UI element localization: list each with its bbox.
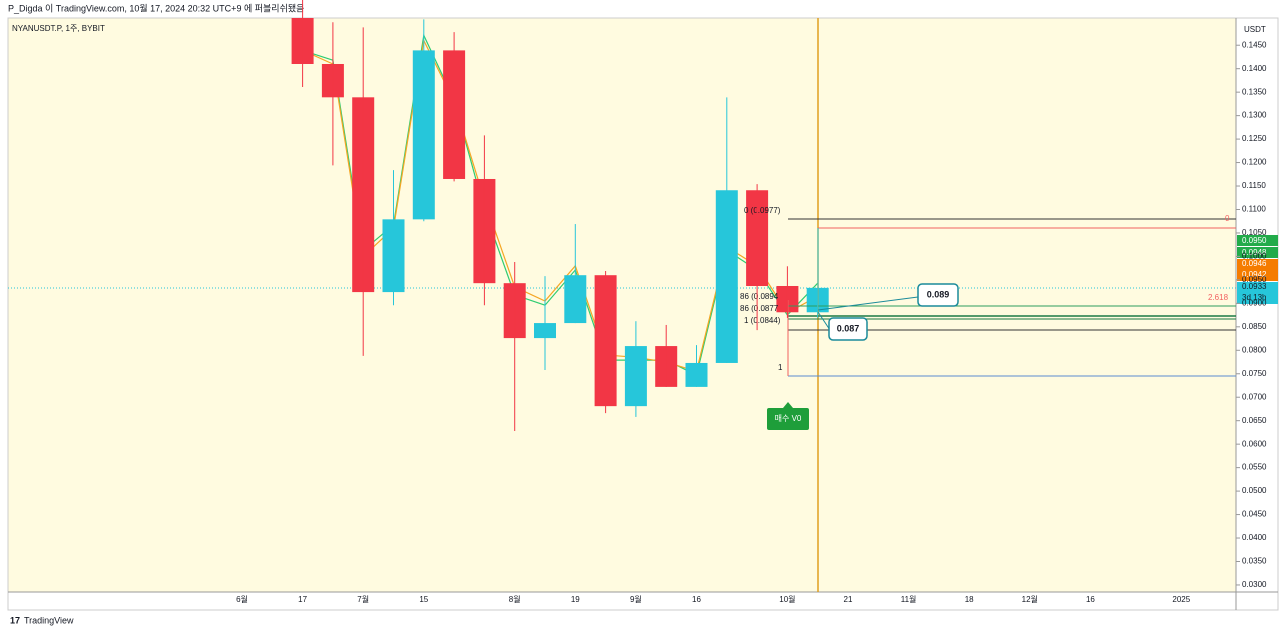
price-label-box [1237, 282, 1278, 304]
currency: USDT [1244, 25, 1266, 34]
y-tick-label: 0.0500 [1242, 486, 1267, 495]
footer: TradingView [24, 615, 74, 625]
y-tick-label: 0.1300 [1242, 111, 1267, 120]
price-label-box [1237, 259, 1278, 270]
callout-pointer [817, 296, 919, 311]
signal-box [767, 408, 809, 430]
callout: 0.087 [837, 323, 860, 333]
x-tick-label: 21 [844, 595, 853, 604]
y-tick-label: 0.0350 [1242, 557, 1267, 566]
price-label-box [1237, 235, 1278, 246]
fib-label: 86 (0.0894 [740, 292, 779, 301]
x-tick-label: 16 [1086, 595, 1095, 604]
fib-label: 0 (0.0977) [744, 206, 781, 215]
x-tick-label: 10월 [779, 594, 795, 604]
fib-label: 1 (0.0844) [744, 316, 781, 325]
callout-pointer [817, 311, 831, 331]
fib-label: 1 [778, 363, 783, 372]
y-tick-label: 0.1000 [1242, 252, 1267, 261]
price-label: 0.0942 [1242, 270, 1267, 279]
y-tick-label: 0.1400 [1242, 64, 1267, 73]
footer-logo: 17 [10, 615, 20, 625]
y-tick-label: 0.1350 [1242, 87, 1267, 96]
callout: 0.089 [927, 289, 950, 299]
y-tick-label: 0.0400 [1242, 533, 1267, 542]
x-tick-label: 16 [692, 595, 701, 604]
price-label: 0.0933 [1242, 282, 1267, 291]
price-label-box [1237, 270, 1278, 281]
callout-box [917, 283, 959, 307]
price-labels: 0.0950 0.0948 0.0946 0.0942 0.0933 3d 13… [1237, 235, 1278, 304]
plot-background [8, 18, 1236, 592]
y-tick-label: 0.0900 [1242, 298, 1267, 307]
price-label: 0.0946 [1242, 259, 1267, 268]
x-tick-label: 17 [298, 595, 307, 604]
price-label-box [1237, 247, 1278, 258]
x-tick-label: 11월 [901, 594, 917, 604]
y-tick-label: 0.1200 [1242, 158, 1267, 167]
fib-label: 0 [1225, 214, 1230, 223]
fib-label: 86 (0.0877 [740, 304, 779, 313]
fib-label: 2.618 [1208, 293, 1229, 302]
x-tick-label: 15 [419, 595, 428, 604]
x-tick-label: 8월 [509, 594, 521, 604]
y-tick-label: 0.1050 [1242, 228, 1267, 237]
y-tick-label: 0.0800 [1242, 345, 1267, 354]
x-tick-label: 2025 [1172, 595, 1190, 604]
signal: 매수 V0 [775, 414, 802, 423]
y-tick-label: 0.1450 [1242, 40, 1267, 49]
y-tick-label: 0.0850 [1242, 322, 1267, 331]
y-tick-label: 0.1250 [1242, 134, 1267, 143]
header: P_Digda 이 TradingView.com, 10월 17, 2024 … [8, 2, 304, 13]
y-tick-label: 0.0450 [1242, 510, 1267, 519]
y-tick-label: 0.1150 [1242, 181, 1266, 190]
x-tick-label: 19 [571, 595, 580, 604]
y-tick-label: 0.0550 [1242, 463, 1267, 472]
y-tick-label: 0.0950 [1242, 275, 1267, 284]
price-label: 0.0950 [1242, 236, 1267, 245]
x-tick-label: 12월 [1022, 594, 1038, 604]
x-tick-label: 18 [965, 595, 974, 604]
callout-box [828, 317, 868, 341]
y-tick-label: 0.0600 [1242, 439, 1267, 448]
y-tick-label: 0.1100 [1242, 205, 1266, 214]
signal-arrow [783, 402, 793, 408]
y-tick-label: 0.0700 [1242, 392, 1267, 401]
frame [7, 17, 1279, 611]
price-label: 3d 13h [1242, 293, 1266, 302]
price-label: 0.0948 [1242, 248, 1267, 257]
x-tick-label: 6월 [236, 594, 248, 604]
y-tick-label: 0.0750 [1242, 369, 1267, 378]
x-tick-label: 7월 [357, 594, 369, 604]
x-tick-label: 9월 [630, 594, 642, 604]
y-tick-label: 0.0650 [1242, 416, 1267, 425]
y-tick-label: 0.0300 [1242, 580, 1267, 589]
chart-title: NYANUSDT.P, 1주, BYBIT [12, 24, 105, 33]
